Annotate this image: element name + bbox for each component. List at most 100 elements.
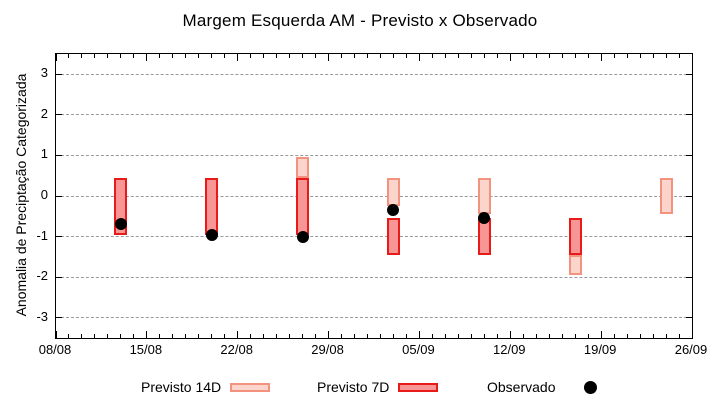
observado-point [387,204,400,217]
legend-label-observado: Observado [487,379,556,395]
x-minor-tick [639,54,641,58]
x-minor-tick [379,334,381,338]
x-minor-tick [211,334,213,338]
previsto-7d-bar [386,218,400,255]
x-tick-label: 19/09 [583,342,617,357]
x-minor-tick [548,334,550,338]
x-minor-tick [665,334,667,338]
x-minor-tick [159,334,161,338]
y-tick-label: -3 [36,308,48,324]
x-minor-tick [289,54,291,58]
gridline [56,276,692,278]
x-minor-tick [354,334,356,338]
x-minor-tick [107,54,109,58]
x-minor-tick [561,54,563,58]
x-minor-tick [548,54,550,58]
legend-label-previsto-14d: Previsto 14D [141,379,222,395]
observado-point [478,212,491,225]
x-minor-tick [120,54,122,58]
x-major-tick [146,54,148,61]
x-minor-tick [444,54,446,58]
x-minor-tick [133,334,135,338]
gridline [56,195,692,197]
x-major-tick [600,331,602,338]
x-minor-tick [81,54,83,58]
x-minor-tick [289,334,291,338]
y-tick-label: 1 [40,146,48,162]
y-major-tick [56,236,62,238]
x-minor-tick [574,334,576,338]
x-minor-tick [94,54,96,58]
x-minor-tick [678,334,680,338]
x-minor-tick [94,334,96,338]
x-minor-tick [198,54,200,58]
x-major-tick [509,331,511,338]
y-major-tick [56,114,62,116]
x-minor-tick [68,54,70,58]
x-minor-tick [302,54,304,58]
x-minor-tick [315,334,317,338]
gridline [56,236,692,238]
x-minor-tick [483,334,485,338]
x-minor-tick [250,334,252,338]
x-major-tick [509,54,511,61]
y-major-tick [686,73,692,75]
previsto-7d-swatch-icon [398,382,439,392]
legend-label-previsto-7d: Previsto 7D [317,379,390,395]
y-major-tick [56,195,62,197]
x-minor-tick [470,334,472,338]
x-minor-tick [626,54,628,58]
x-minor-tick [81,334,83,338]
x-major-tick [328,54,330,61]
y-major-tick [56,317,62,319]
y-major-tick [686,236,692,238]
x-minor-tick [367,334,368,338]
x-minor-tick [535,334,537,338]
x-tick-label: 08/08 [38,342,72,357]
previsto-14d-bar [296,157,310,178]
legend-item-previsto-14d: Previsto 14D [141,377,271,397]
x-major-tick [237,54,239,61]
x-minor-tick [172,54,174,58]
y-major-tick [56,154,62,156]
y-tick-label: 3 [40,65,48,81]
plot-area [55,53,693,339]
y-tick-label: -1 [36,227,48,243]
x-tick-label: 05/09 [402,342,435,357]
x-minor-tick [483,54,485,58]
y-tick-label: 2 [40,105,48,121]
x-minor-tick [250,54,252,58]
previsto-7d-bar [568,218,582,255]
gridline [56,317,692,319]
x-minor-tick [315,54,317,58]
x-minor-tick [68,334,70,338]
x-major-tick [418,331,420,338]
x-minor-tick [302,334,304,338]
legend-item-observado: Observado [487,377,598,397]
x-minor-tick [263,54,265,58]
x-minor-tick [535,54,537,58]
x-minor-tick [431,334,433,338]
x-minor-tick [613,54,615,58]
previsto-14d-bar [477,177,491,215]
x-major-tick [691,54,693,61]
previsto-14d-bar [568,254,582,276]
x-tick-label: 29/08 [311,342,344,357]
x-minor-tick [405,334,407,338]
previsto-14d-bar [386,177,400,207]
x-minor-tick [665,54,667,58]
y-tick-label: -2 [36,268,48,284]
x-tick-label: 26/09 [674,342,708,357]
x-major-tick [55,54,57,61]
x-minor-tick [392,54,394,58]
x-minor-tick [392,334,394,338]
x-minor-tick [444,334,446,338]
x-major-tick [328,331,330,338]
x-minor-tick [341,54,343,58]
gridline [56,73,692,75]
x-minor-tick [639,334,641,338]
x-minor-tick [107,334,109,338]
previsto-14d-bar [659,177,673,215]
x-minor-tick [587,334,589,338]
y-major-tick [686,317,692,319]
